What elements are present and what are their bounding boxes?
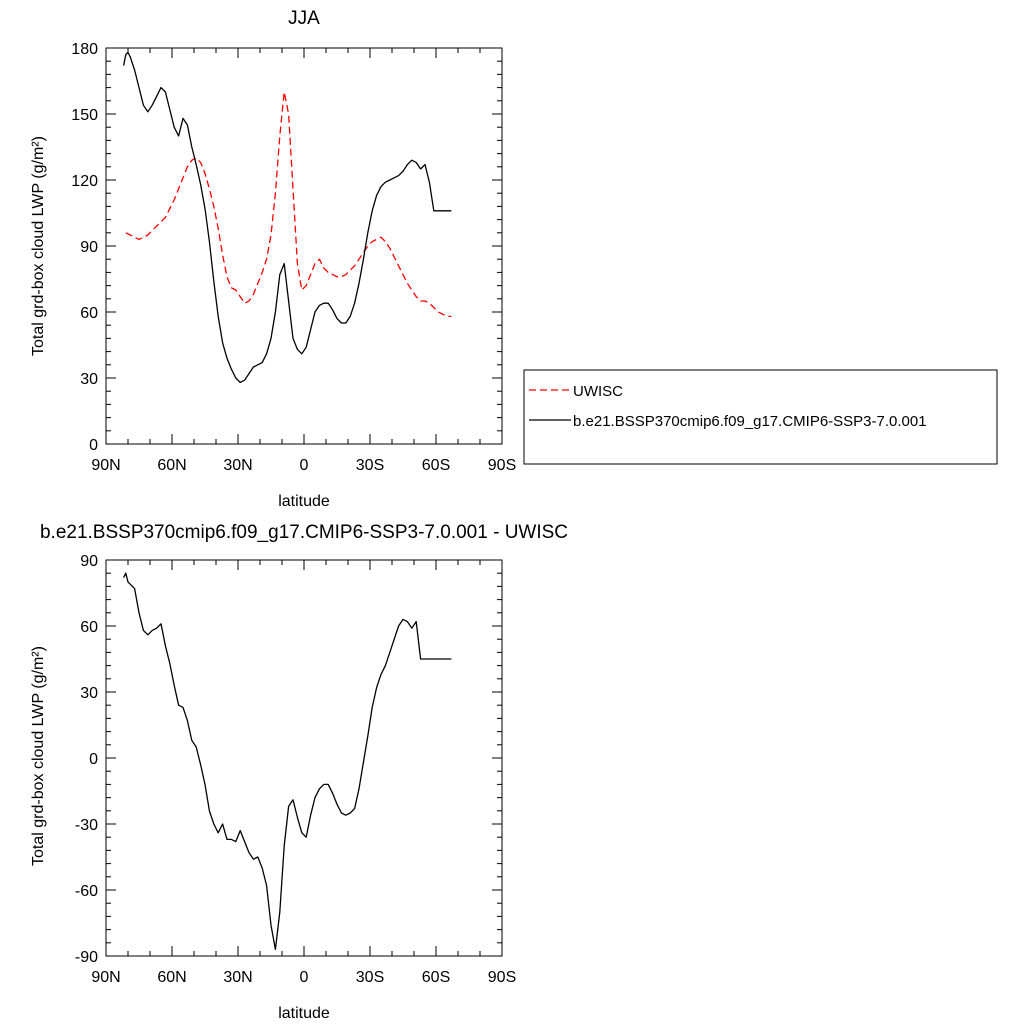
y-tick-label: -30: [75, 817, 98, 834]
legend-box: [523, 369, 998, 465]
top-panel-plot-frame: [105, 47, 503, 445]
bottom-panel-title: b.e21.BSSP370cmip6.f09_g17.CMIP6-SSP3-7.…: [40, 522, 568, 543]
x-tick-label: 60S: [422, 969, 450, 986]
bottom-panel-y-axis-label: Total grd-box cloud LWP (g/m²): [30, 646, 47, 866]
bottom-panel-x-axis-label: latitude: [278, 1005, 330, 1022]
bottom-panel-series: [123, 572, 452, 951]
top-panel-ticks: [105, 47, 503, 445]
top-panel-title: JJA: [288, 8, 320, 29]
x-tick-label: 60N: [157, 969, 186, 986]
x-tick-label: 30N: [223, 457, 252, 474]
y-tick-label: 90: [80, 239, 98, 256]
y-tick-label: 30: [80, 685, 98, 702]
x-tick-label: 90N: [91, 969, 120, 986]
difference-line: [123, 572, 452, 951]
y-tick-label: 0: [89, 751, 98, 768]
bottom-panel: b.e21.BSSP370cmip6.f09_g17.CMIP6-SSP3-7.…: [30, 522, 568, 1022]
top-panel: JJA 90N 60N 30N 0 30S 60S 90S0306090120150180 …: [30, 8, 516, 510]
bottom-panel-tick-labels: 90N 60N 30N 0 30S 60S 90S -90 -60 -30 0 30 60 90: [75, 553, 516, 986]
y-tick-label: -90: [75, 949, 98, 966]
y-tick-label: 0: [89, 437, 98, 454]
x-tick-label: 0: [300, 969, 309, 986]
y-tick-label: 90: [80, 553, 98, 570]
top-panel-y-axis-label: Total grd-box cloud LWP (g/m²): [30, 136, 47, 356]
x-tick-label: 30N: [223, 969, 252, 986]
x-tick-label: 0: [300, 457, 309, 474]
top-panel-series: [122, 51, 452, 384]
top-panel-x-axis-label: latitude: [278, 493, 330, 510]
x-tick-label: 30S: [356, 457, 384, 474]
y-tick-label: 180: [71, 41, 98, 58]
x-tick-label: 60S: [422, 457, 450, 474]
model-line: [122, 51, 452, 384]
x-tick-label: 60N: [157, 457, 186, 474]
y-tick-label: 150: [71, 107, 98, 124]
x-tick-label: 90S: [488, 969, 516, 986]
legend-label-model: b.e21.BSSP370cmip6.f09_g17.CMIP6-SSP3-7.…: [573, 413, 927, 430]
x-tick-label: 90S: [488, 457, 516, 474]
x-tick-label: 30S: [356, 969, 384, 986]
y-tick-label: -60: [75, 883, 98, 900]
y-tick-label: 60: [80, 619, 98, 636]
x-tick-label: 90N: [91, 457, 120, 474]
legend: UWISC b.e21.BSSP370cmip6.f09_g17.CMIP6-S…: [523, 369, 998, 465]
y-tick-label: 60: [80, 305, 98, 322]
y-tick-label: 120: [71, 173, 98, 190]
bottom-panel-plot-frame: [105, 559, 503, 957]
top-panel-tick-labels: 90N 60N 30N 0 30S 60S 90S 0 30 60 90 120 150 180: [71, 41, 516, 474]
legend-label-uwisc: UWISC: [573, 383, 623, 400]
y-tick-label: 30: [80, 371, 98, 388]
